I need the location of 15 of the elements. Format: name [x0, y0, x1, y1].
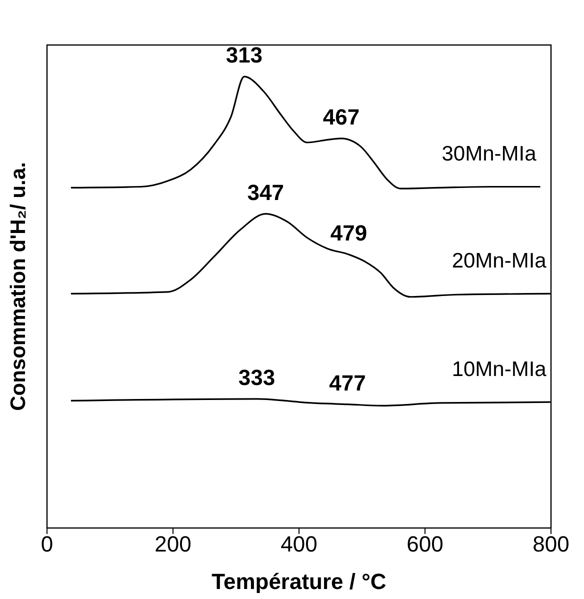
annotation: 347	[247, 180, 284, 205]
annotation: 333	[238, 364, 276, 390]
x-tick-label: 0	[40, 532, 54, 557]
annotation: 467	[322, 104, 360, 130]
y-axis-title: Consommation d'H₂/ u.a.	[7, 162, 30, 411]
series-label: 30Mn-MIa	[442, 142, 537, 166]
x-tick-label: 200	[154, 532, 192, 557]
annotation: 477	[329, 370, 366, 396]
x-tick-label: 800	[532, 532, 570, 557]
annotation: 313	[226, 42, 263, 68]
annotation: 479	[330, 220, 368, 246]
x-tick-label: 600	[406, 532, 444, 557]
series-label: 20Mn-MIa	[452, 250, 547, 273]
series-label: 10Mn-MIa	[452, 358, 547, 382]
x-tick-label: 400	[280, 532, 318, 557]
